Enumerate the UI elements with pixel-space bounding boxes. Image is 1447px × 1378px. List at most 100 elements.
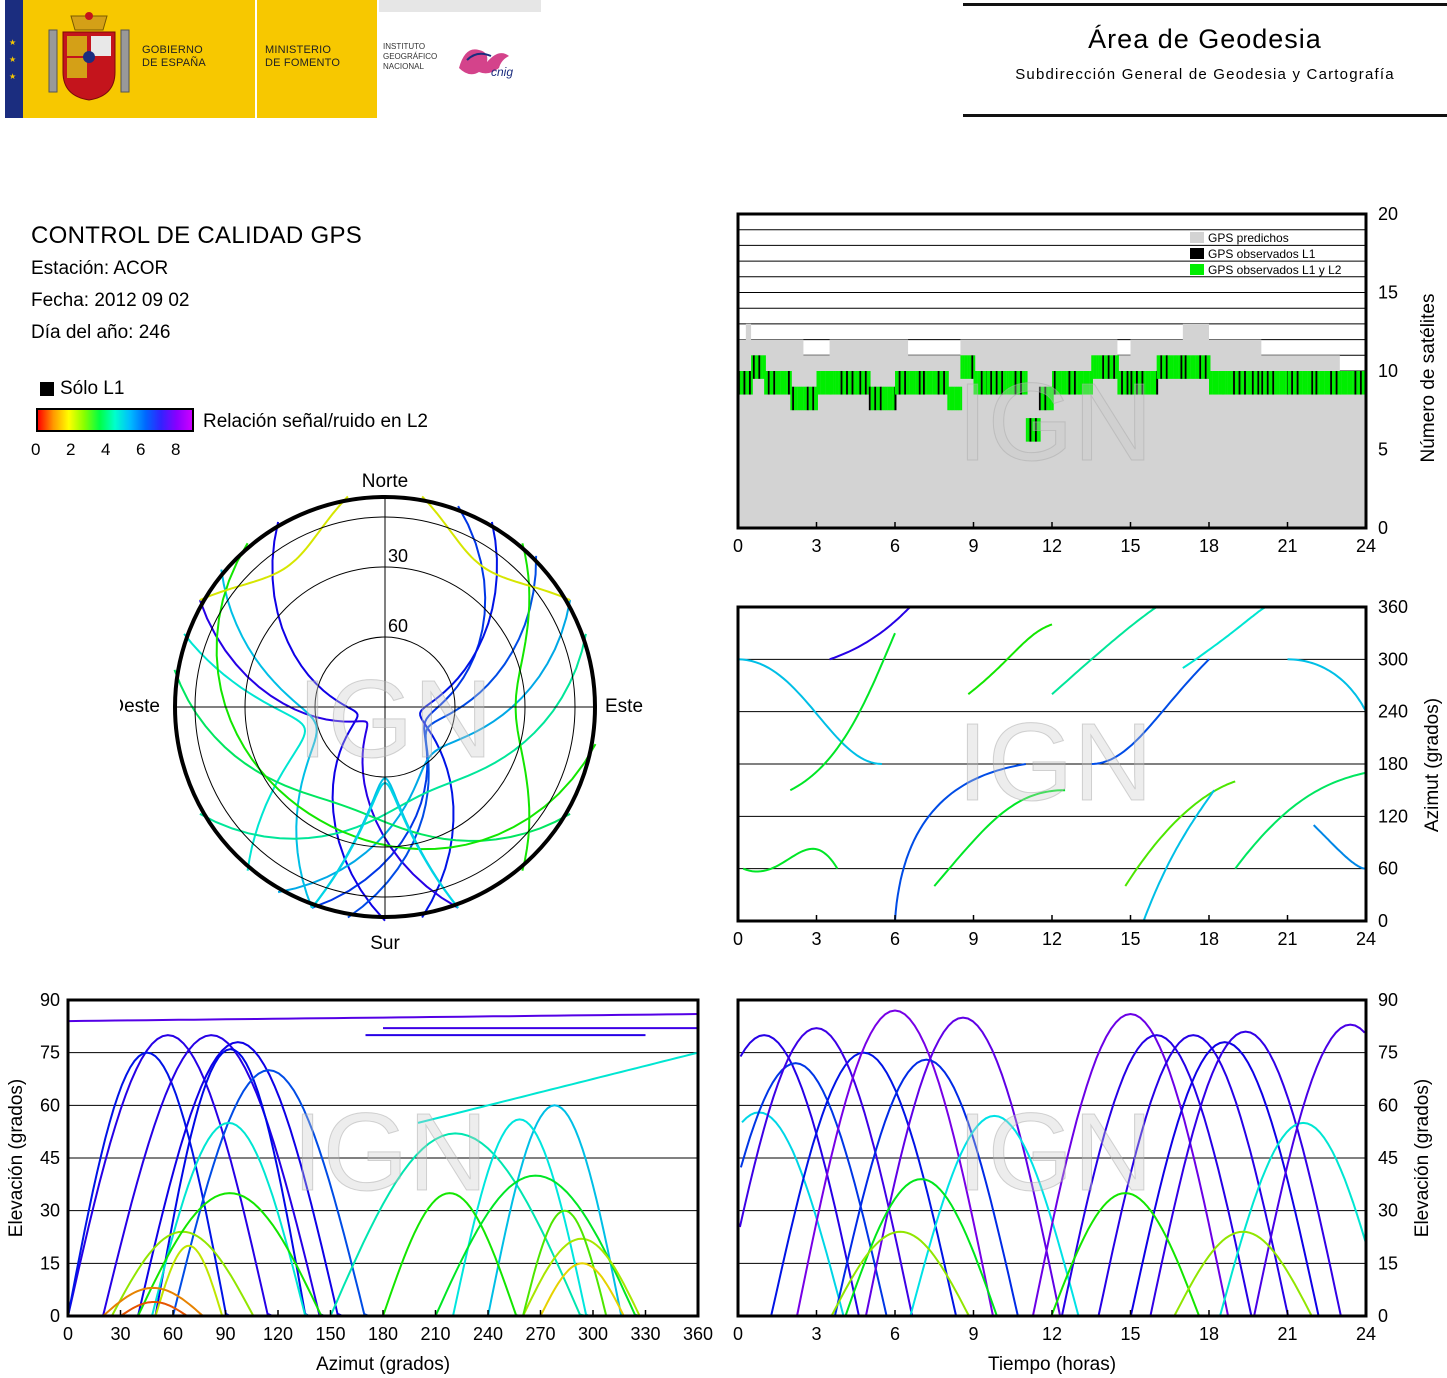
ea-track	[110, 1230, 261, 1317]
sat-observed-tick	[1016, 371, 1019, 395]
sat-observed-tick	[1132, 371, 1135, 395]
sat-ytick: 20	[1378, 204, 1398, 224]
sat-observed-tick	[1285, 371, 1288, 395]
sat-observed-tick	[1150, 371, 1153, 395]
sat-observed-tick	[1145, 371, 1148, 395]
sat-observed-tick	[823, 371, 826, 395]
ign-top-strip	[379, 0, 541, 12]
sat-observed-tick	[877, 386, 880, 411]
az-ytick: 360	[1378, 597, 1408, 617]
skyplot-track	[419, 521, 498, 919]
sat-observed-tick	[752, 355, 755, 379]
sat-xtick: 12	[1042, 536, 1062, 556]
ea-track	[487, 1104, 628, 1317]
sat-observed-tick	[1345, 371, 1348, 395]
sat-observed-tick	[874, 386, 877, 411]
sat-observed-tick	[1236, 371, 1239, 395]
sat-observed-tick	[1018, 371, 1021, 395]
sat-observed-tick	[1003, 371, 1006, 395]
date-label: Fecha: 2012 09 02	[31, 290, 190, 311]
ea-track	[452, 1118, 593, 1317]
sat-observed-tick	[1091, 355, 1094, 379]
sat-observed-tick	[947, 386, 950, 411]
sat-observed-tick	[1244, 371, 1247, 395]
south-label: Sur	[370, 933, 400, 954]
sat-observed-tick	[1233, 371, 1236, 395]
ea-track	[151, 1121, 313, 1317]
sat-observed-tick	[868, 371, 871, 395]
sat-observed-tick	[1356, 371, 1359, 395]
snr-tick-0: 0	[31, 440, 41, 459]
snr-tick-8: 8	[171, 440, 181, 459]
sat-observed-tick	[1322, 371, 1325, 395]
sat-observed-tick	[971, 355, 974, 379]
sat-observed-tick	[993, 371, 996, 395]
sat-observed-tick	[935, 371, 938, 395]
sat-observed-tick	[1298, 371, 1301, 395]
coat-of-arms-icon	[45, 10, 133, 102]
sat-observed-tick	[844, 371, 847, 395]
sat-observed-tick	[1046, 386, 1049, 411]
sat-observed-tick	[928, 371, 931, 395]
sat-observed-tick	[918, 371, 921, 395]
sat-observed-tick	[1122, 371, 1125, 395]
sat-observed-tick	[990, 371, 993, 395]
sat-observed-tick	[960, 355, 963, 379]
ea-ytick: 45	[40, 1148, 60, 1168]
sat-observed-tick	[1139, 371, 1142, 395]
sat-bars	[738, 323, 1368, 528]
sat-observed-tick	[1350, 371, 1353, 395]
sat-observed-tick	[977, 371, 980, 395]
sat-observed-tick	[913, 371, 916, 395]
et-xtick: 0	[733, 1324, 743, 1344]
az-track	[933, 789, 1066, 887]
sat-observed-tick	[1186, 355, 1189, 379]
ea-track	[67, 1013, 699, 1023]
sat-observed-tick	[1216, 371, 1219, 395]
sat-observed-tick	[786, 371, 789, 395]
az-track	[742, 847, 839, 873]
sat-observed-tick	[1073, 371, 1076, 395]
ea-track	[137, 1192, 331, 1317]
skyplot-track	[183, 633, 307, 871]
legend-predicted-swatch	[1190, 232, 1204, 243]
sat-observed-tick	[1199, 355, 1202, 379]
doy-label: Día del año: 246	[31, 322, 171, 343]
sat-observed-tick	[904, 371, 907, 395]
ea-xtick: 150	[315, 1324, 345, 1344]
ea-track	[172, 1069, 375, 1317]
sat-observed-tick	[816, 371, 819, 395]
sat-observed-tick	[1292, 371, 1295, 395]
sat-observed-tick	[1223, 371, 1226, 395]
sat-observed-tick	[1023, 371, 1026, 395]
header-rule-bottom	[963, 114, 1447, 117]
ea-xtick: 0	[63, 1324, 73, 1344]
sat-observed-tick	[1225, 371, 1228, 395]
et-ylabel: Elevación (grados)	[1412, 1079, 1433, 1237]
sat-observed-tick	[1208, 355, 1211, 379]
sat-observed-tick	[1219, 371, 1222, 395]
snr-tick-6: 6	[136, 440, 146, 459]
sat-observed-tick	[1281, 371, 1284, 395]
ministerio-label: MINISTERIO DE FOMENTO	[265, 44, 341, 69]
west-label: Oeste	[120, 696, 160, 717]
sat-observed-tick	[973, 355, 976, 379]
sat-observed-tick	[1059, 371, 1062, 395]
az-xtick: 18	[1199, 929, 1219, 949]
sat-observed-tick	[1115, 355, 1118, 379]
sat-observed-tick	[1272, 371, 1275, 395]
sat-observed-tick	[1326, 371, 1329, 395]
legend-l1-label: GPS observados L1	[1208, 247, 1316, 261]
et-track	[909, 1114, 1080, 1317]
sat-observed-tick	[1180, 355, 1183, 379]
az-xtick: 6	[890, 929, 900, 949]
skyplot-track	[311, 505, 487, 909]
sat-observed-tick	[739, 371, 742, 395]
snr-tick-4: 4	[101, 440, 111, 459]
et-track	[1253, 1023, 1366, 1317]
ministerio-panel	[257, 0, 377, 118]
report-title: CONTROL DE CALIDAD GPS	[31, 222, 363, 249]
ea-track	[119, 1301, 191, 1317]
sat-observed-tick	[1006, 371, 1009, 395]
sat-observed-tick	[1214, 371, 1217, 395]
